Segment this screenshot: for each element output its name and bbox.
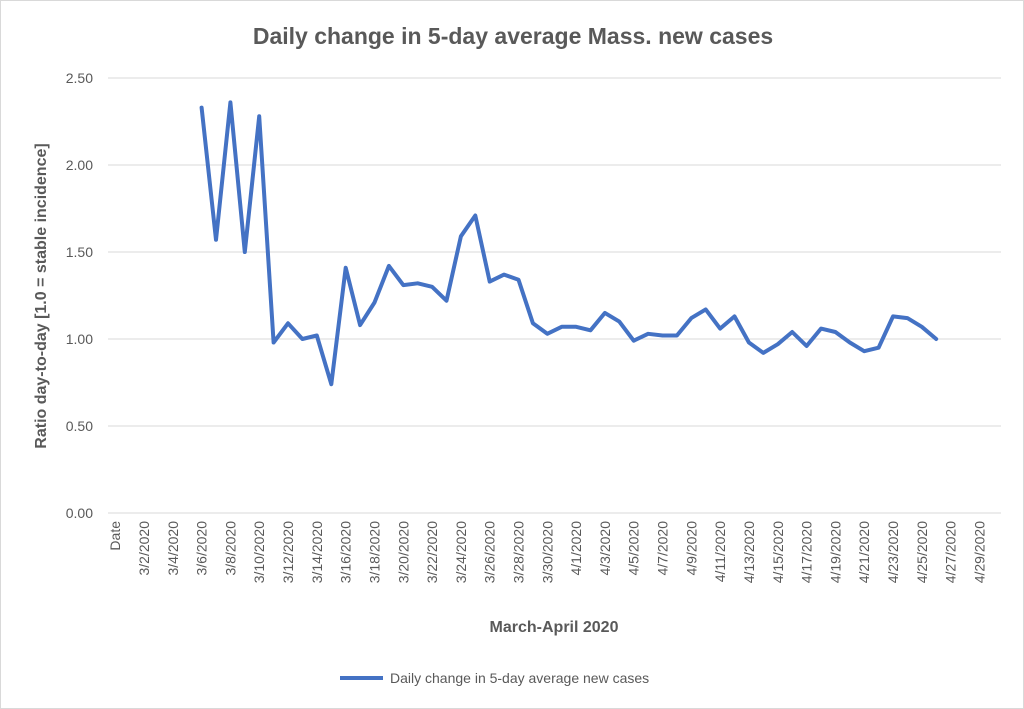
x-tick-label: Date [107,521,123,551]
x-tick-label: 4/27/2020 [943,521,959,583]
legend-label: Daily change in 5-day average new cases [390,670,649,686]
x-axis-ticks: Date 3/2/2020 3/4/2020 3/6/2020 3/8/2020 3/10… [107,521,987,584]
x-tick-label: 3/6/2020 [194,521,210,576]
series-lines [202,102,937,384]
x-tick-label: 4/15/2020 [770,521,786,583]
series-line [202,102,937,384]
gridlines [108,78,1001,513]
x-tick-label: 4/11/2020 [712,521,728,582]
x-tick-label: 3/16/2020 [338,521,354,583]
chart-title: Daily change in 5-day average Mass. new … [253,23,773,49]
legend: Daily change in 5-day average new cases [340,670,649,686]
x-tick-label: 4/5/2020 [626,521,642,576]
x-tick-label: 4/7/2020 [655,521,671,576]
y-tick-label: 2.00 [66,157,93,173]
x-tick-label: 3/24/2020 [453,521,469,583]
x-tick-label: 4/25/2020 [914,521,930,583]
x-tick-label: 4/9/2020 [683,521,699,576]
x-tick-label: 3/2/2020 [136,521,152,576]
x-axis-title: March-April 2020 [490,619,619,636]
y-tick-label: 1.00 [66,331,93,347]
x-tick-label: 4/29/2020 [971,521,987,583]
y-tick-label: 0.00 [66,505,93,521]
x-tick-label: 3/12/2020 [280,521,296,583]
x-tick-label: 3/22/2020 [424,521,440,583]
y-axis-title: Ratio day-to-day [1.0 = stable incidence… [33,143,50,448]
x-tick-label: 3/18/2020 [367,521,383,583]
x-tick-label: 3/20/2020 [395,521,411,583]
y-tick-label: 0.50 [66,418,93,434]
x-tick-label: 4/19/2020 [827,521,843,583]
y-tick-label: 2.50 [66,70,93,86]
x-tick-label: 4/13/2020 [741,521,757,583]
y-tick-label: 1.50 [66,244,93,260]
x-tick-label: 3/28/2020 [511,521,527,583]
y-axis-ticks: 0.00 0.50 1.00 1.50 2.00 2.50 [66,70,93,521]
x-tick-label: 4/17/2020 [799,521,815,583]
x-tick-label: 4/1/2020 [568,521,584,576]
x-tick-label: 4/21/2020 [856,521,872,583]
x-tick-label: 3/30/2020 [539,521,555,583]
x-tick-label: 3/26/2020 [482,521,498,583]
x-tick-label: 3/8/2020 [222,521,238,576]
x-tick-label: 3/14/2020 [309,521,325,583]
x-tick-label: 3/4/2020 [165,521,181,576]
x-tick-label: 3/10/2020 [251,521,267,583]
x-tick-label: 4/3/2020 [597,521,613,576]
x-tick-label: 4/23/2020 [885,521,901,583]
